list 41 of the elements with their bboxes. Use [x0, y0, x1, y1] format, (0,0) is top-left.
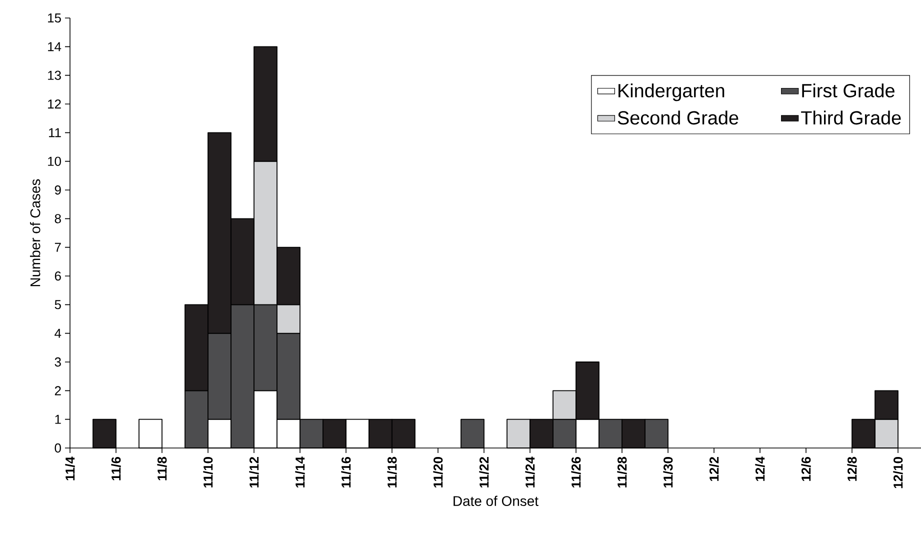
- y-tick-label: 6: [54, 271, 61, 281]
- y-tick-label: 11: [49, 128, 61, 138]
- y-tick-label: 3: [54, 357, 61, 367]
- x-tick-label: 11/14: [295, 456, 305, 488]
- y-tick-label: 9: [54, 185, 61, 195]
- y-tick-label: 4: [54, 328, 62, 338]
- x-tick-label: 11/4: [65, 456, 75, 480]
- x-tick-label: 12/10: [893, 457, 903, 488]
- x-tick-label: 11/28: [617, 456, 627, 488]
- legend-label: First Grade: [802, 83, 894, 98]
- legend-label: Kindergarten: [618, 83, 724, 102]
- x-tick-label: 11/16: [341, 456, 351, 488]
- y-tick-label: 14: [48, 42, 62, 52]
- y-tick-label: 12: [48, 99, 61, 109]
- x-tick-label: 11/30: [663, 457, 673, 488]
- legend-label: Third Grade: [801, 110, 901, 125]
- x-tick-label: 11/20: [433, 457, 443, 488]
- x-tick-label: 11/6: [111, 456, 121, 480]
- x-tick-label: 11/26: [571, 456, 581, 488]
- y-tick-label: 8: [54, 214, 61, 224]
- y-tick-label: 15: [48, 13, 61, 23]
- y-tick-label: 1: [55, 414, 61, 424]
- x-axis-title: Date of Onset: [454, 496, 538, 506]
- x-tick-label: 11/12: [249, 457, 259, 488]
- x-tick-label: 11/24: [525, 456, 535, 488]
- y-tick-label: 10: [48, 156, 61, 166]
- legend-label: Second Grade: [618, 110, 738, 125]
- x-tick-label: 11/10: [203, 457, 213, 488]
- x-tick-label: 12/4: [755, 456, 765, 481]
- y-tick-label: 2: [54, 386, 61, 396]
- x-tick-label: 11/22: [479, 457, 489, 488]
- x-tick-label: 11/8: [157, 456, 167, 480]
- x-tick-label: 11/18: [387, 456, 397, 488]
- x-tick-label: 12/2: [709, 457, 719, 481]
- y-tick-label: 5: [54, 300, 61, 310]
- y-tick-label: 7: [54, 242, 61, 252]
- y-tick-label: 0: [54, 443, 61, 453]
- y-axis-title: Number of Cases: [30, 179, 40, 286]
- x-tick-label: 12/8: [847, 456, 857, 481]
- y-tick-label: 13: [48, 70, 61, 80]
- x-tick-label: 12/6: [801, 456, 811, 481]
